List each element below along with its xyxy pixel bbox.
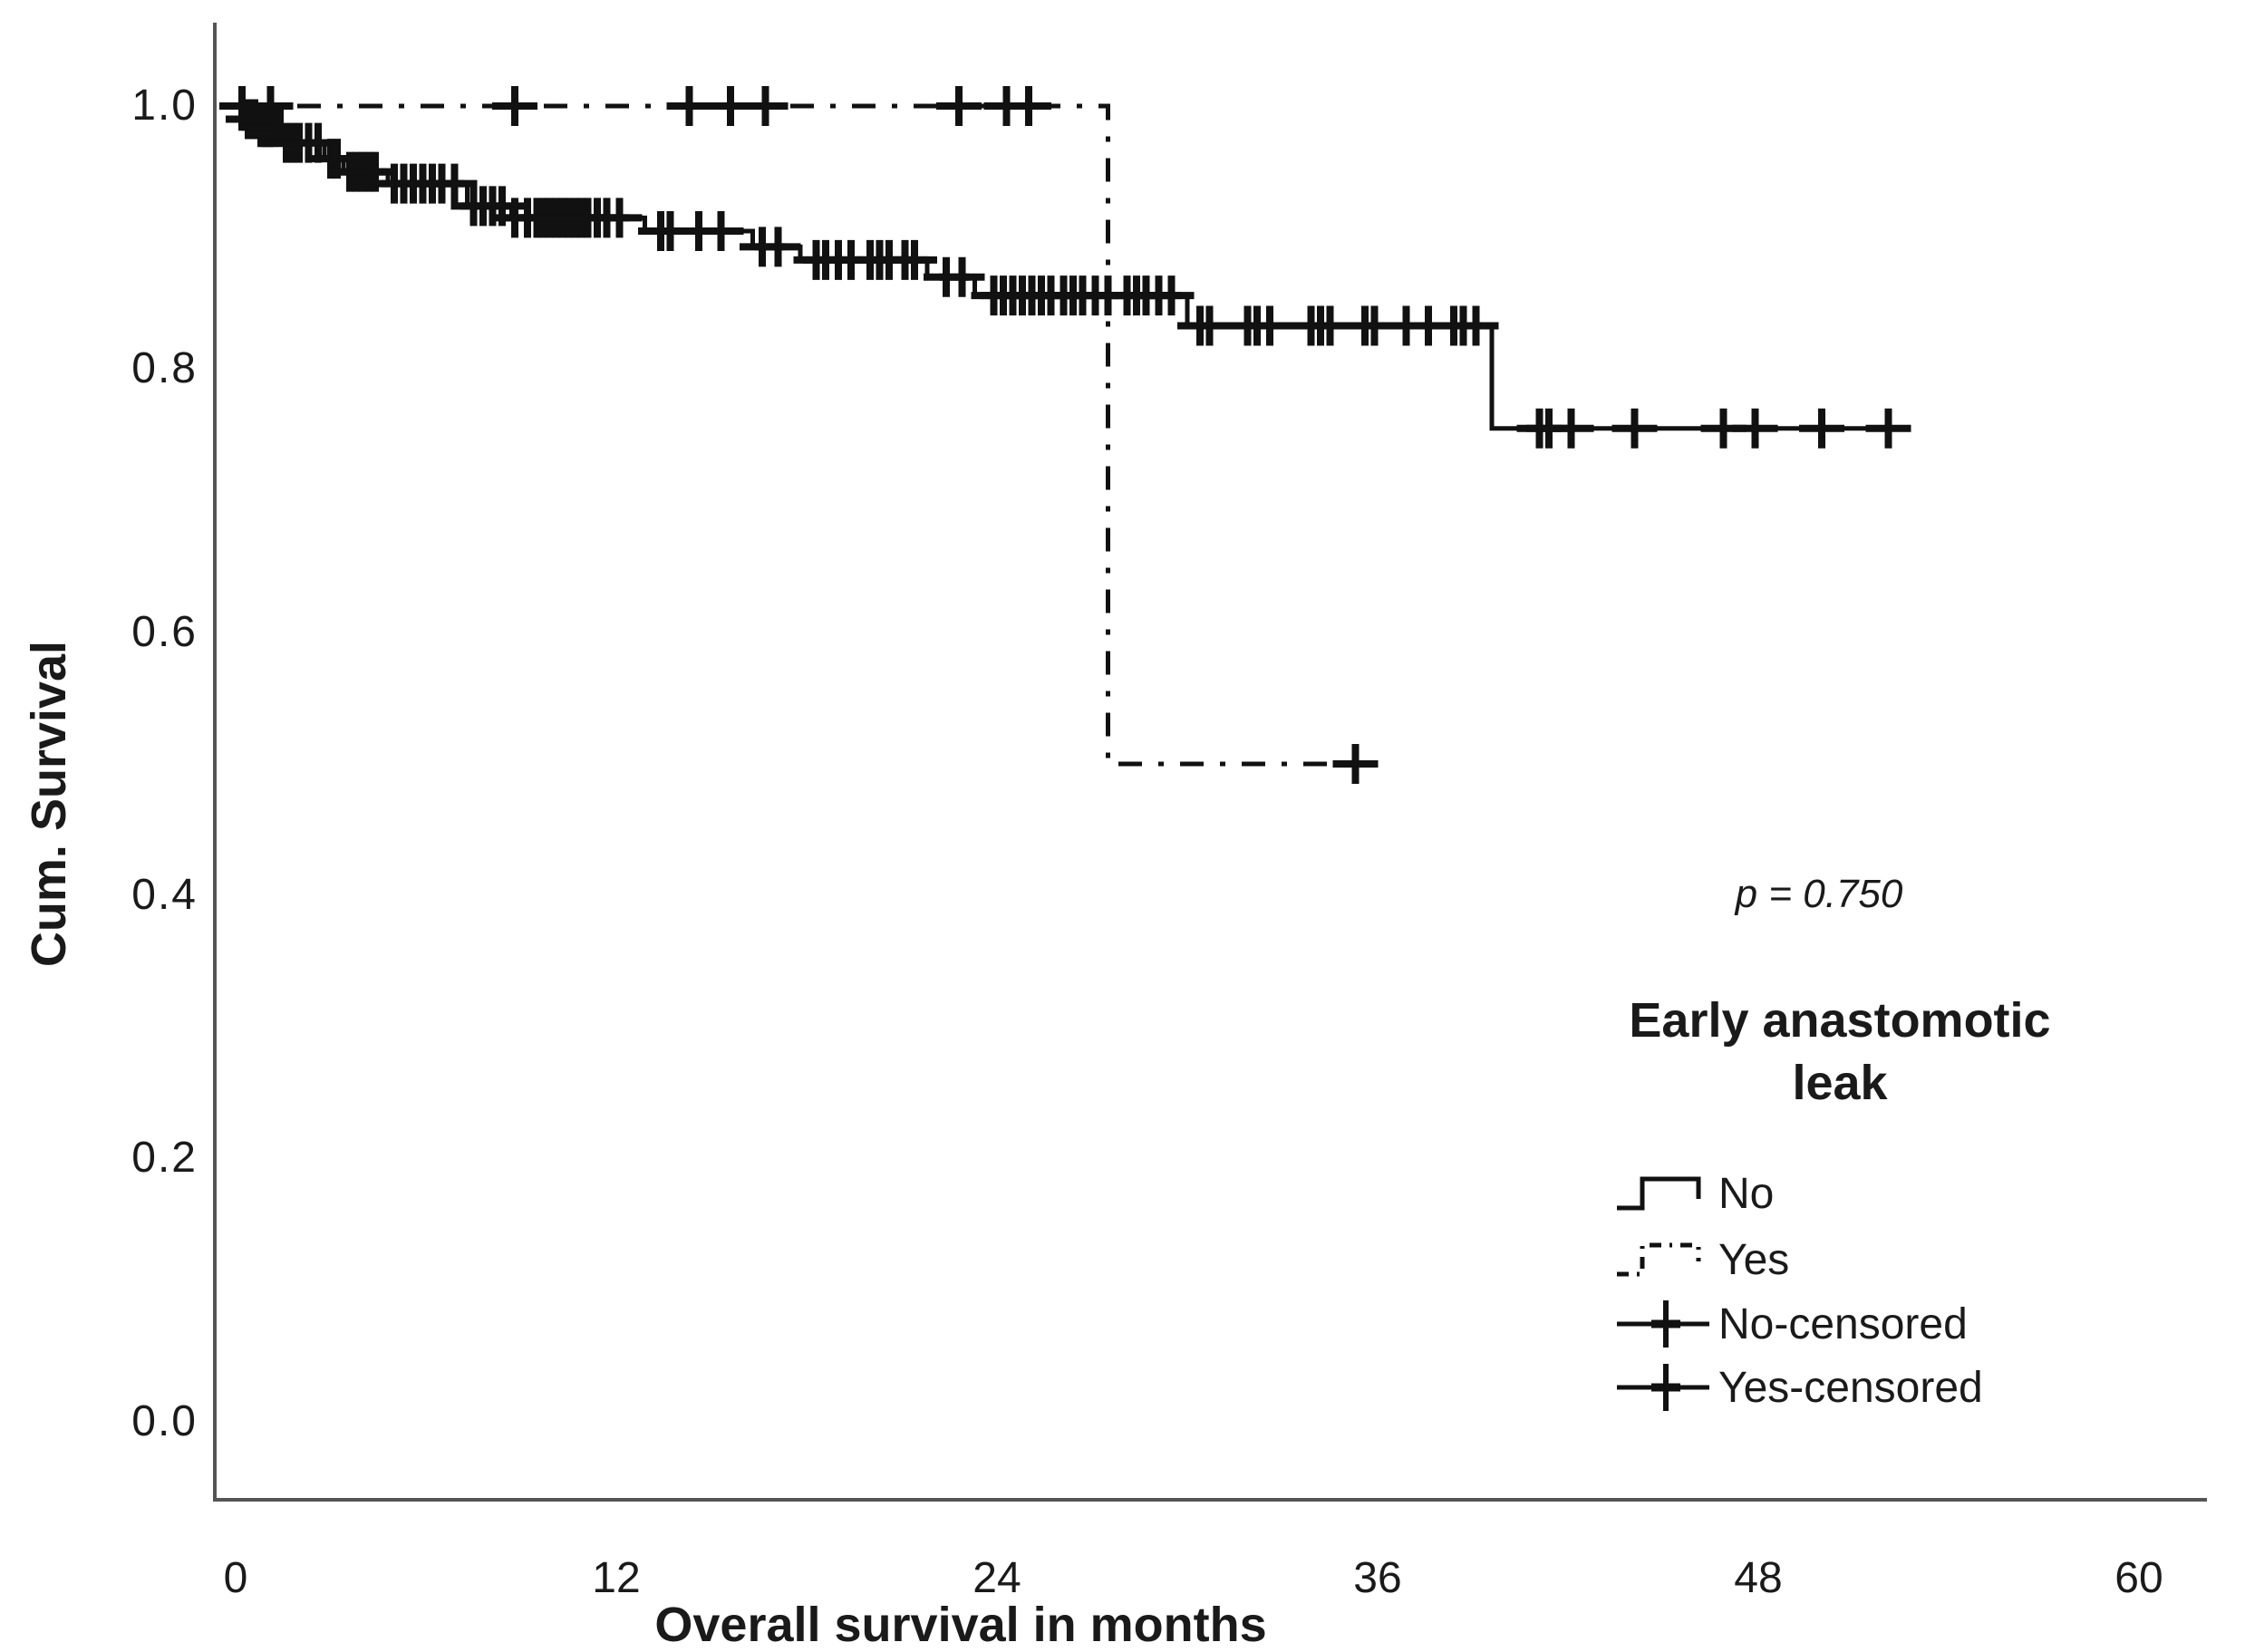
x-axis-title: Overall survival in months [654, 1598, 1267, 1652]
y-tick-0.2: 0.2 [131, 1134, 198, 1182]
y-tick-0.8: 0.8 [131, 344, 198, 392]
x-tick-36: 36 [1353, 1554, 1402, 1602]
y-tick-0.4: 0.4 [131, 871, 198, 919]
y-tick-0.6: 0.6 [131, 608, 198, 656]
y-axis-title: Cum. Survival [22, 640, 76, 968]
legend-title: Early anastomotic leak [1629, 993, 2051, 1111]
x-tick-0: 0 [223, 1554, 248, 1602]
x-tick-60: 60 [2114, 1554, 2163, 1602]
legend-item-no: No [1615, 1160, 1774, 1227]
dashdot-step-line-icon [1617, 1242, 1701, 1277]
legend-item-yes-censored: Yes-censored [1615, 1354, 1983, 1421]
legend-label-yes: Yes [1718, 1235, 1790, 1284]
censored-plus-icon [1617, 1300, 1709, 1348]
p-value-annotation: p = 0.750 [1735, 872, 1903, 916]
y-tick-0.0: 0.0 [131, 1397, 198, 1445]
legend-label-yes-censored: Yes-censored [1718, 1363, 1983, 1412]
x-tick-48: 48 [1734, 1554, 1783, 1602]
x-tick-12: 12 [592, 1554, 641, 1602]
legend-label-no: No [1718, 1169, 1775, 1218]
legend-label-no-censored: No-censored [1718, 1299, 1968, 1348]
solid-step-line-icon [1617, 1176, 1701, 1211]
y-tick-1.0: 1.0 [131, 82, 198, 130]
x-tick-24: 24 [973, 1554, 1021, 1602]
legend-item-no-censored: No-censored [1615, 1290, 1968, 1357]
legend-item-yes: Yes [1615, 1226, 1789, 1293]
censored-plus-icon [1617, 1364, 1709, 1411]
